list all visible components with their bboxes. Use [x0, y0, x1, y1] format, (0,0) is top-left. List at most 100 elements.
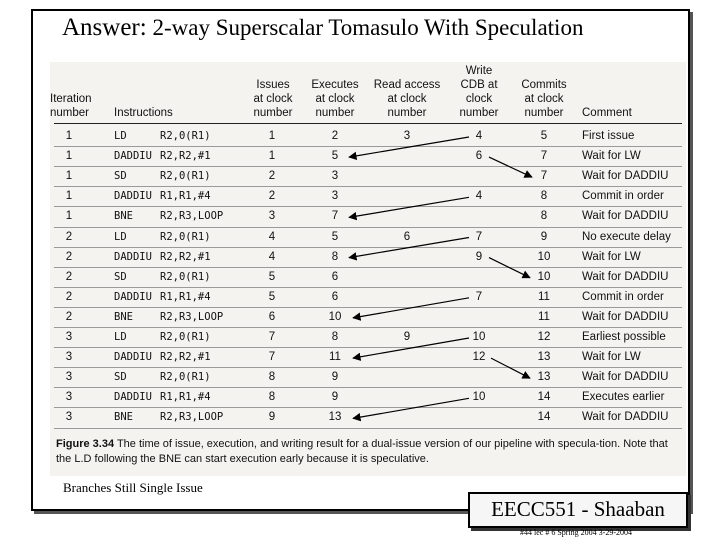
header-commits: Commits at clock number — [521, 79, 567, 119]
header-read-access: Read access at clock number — [373, 79, 441, 119]
cell-issue: 5 — [268, 270, 276, 283]
caption-text: The time of issue, execution, and writin… — [56, 438, 668, 465]
cell-commit: 11 — [538, 290, 550, 303]
header-instructions: Instructions — [114, 107, 173, 119]
cell-comment: Wait for DADDIU — [582, 270, 669, 283]
cell-args: R1,R1,#4 — [160, 391, 211, 404]
cell-iter: 2 — [65, 270, 73, 283]
cell-issue: 4 — [268, 250, 276, 263]
cell-comment: Commit in order — [582, 190, 664, 203]
cell-write: 12 — [472, 351, 486, 364]
cell-issue: 7 — [268, 351, 276, 364]
cell-exec: 3 — [331, 170, 339, 183]
row-rule — [54, 146, 682, 148]
cell-op: SD — [114, 170, 127, 183]
cell-args: R2,0(R1) — [160, 130, 211, 142]
cell-args: R2,0(R1) — [160, 270, 211, 283]
row-rule — [54, 246, 682, 248]
cell-commit: 13 — [537, 371, 551, 384]
row-rule — [54, 387, 682, 389]
cell-commit: 8 — [540, 190, 548, 203]
cell-issue: 6 — [268, 310, 276, 323]
cell-comment: Executes earlier — [582, 391, 665, 404]
cell-commit: 13 — [537, 351, 551, 364]
title-answer: Answer: — [62, 14, 147, 41]
cell-comment: Wait for DADDIU — [582, 310, 669, 323]
row-rule — [54, 367, 682, 369]
cell-iter: 3 — [65, 351, 73, 364]
cell-comment: Wait for LW — [582, 150, 641, 163]
cell-commit: 7 — [540, 170, 548, 183]
cell-op: BNE — [114, 210, 133, 223]
row-rule — [54, 327, 682, 328]
header-write-cdb: Write CDB at clock number — [459, 65, 499, 119]
cell-comment: Wait for DADDIU — [582, 170, 669, 183]
cell-read: 9 — [403, 331, 411, 343]
cell-write: 9 — [475, 250, 483, 263]
row-rule — [54, 186, 682, 188]
cell-exec: 5 — [331, 150, 339, 163]
cell-exec: 3 — [331, 190, 339, 203]
cell-exec: 5 — [331, 230, 339, 243]
cell-issue: 1 — [268, 130, 276, 142]
brand-label: EECC551 - Shaaban — [491, 497, 665, 521]
cell-op: LD — [114, 230, 127, 243]
cell-write: 7 — [475, 290, 483, 303]
figure-caption: Figure 3.34 The time of issue, execution… — [56, 437, 680, 467]
cell-commit: 10 — [537, 250, 551, 263]
row-rule — [54, 266, 682, 268]
cell-iter: 3 — [65, 411, 73, 424]
cell-issue: 8 — [268, 371, 276, 384]
cell-write: 10 — [472, 331, 486, 343]
cell-comment: First issue — [582, 130, 635, 142]
header-comment: Comment — [582, 107, 632, 119]
cell-exec: 6 — [331, 290, 339, 303]
cell-exec: 2 — [331, 130, 339, 142]
cell-iter: 2 — [65, 230, 73, 243]
header-executes: Executes at clock number — [311, 79, 359, 119]
cell-iter: 2 — [65, 290, 73, 303]
cell-op: DADDIU — [114, 150, 152, 163]
cell-comment: Wait for DADDIU — [582, 411, 669, 424]
cell-iter: 1 — [65, 150, 73, 163]
cell-iter: 3 — [65, 331, 73, 343]
cell-iter: 1 — [65, 170, 73, 183]
cell-write: 7 — [475, 230, 483, 243]
cell-iter: 2 — [65, 310, 73, 323]
cell-issue: 5 — [268, 290, 276, 303]
cell-commit: 5 — [540, 130, 548, 142]
cell-args: R2,R3,LOOP — [160, 310, 224, 323]
cell-args: R1,R1,#4 — [160, 290, 211, 303]
cell-op: BNE — [114, 411, 133, 424]
cell-commit: 7 — [540, 150, 548, 163]
cell-op: DADDIU — [114, 190, 152, 203]
cell-exec: 9 — [331, 391, 339, 404]
cell-op: SD — [114, 270, 127, 283]
cell-iter: 1 — [65, 130, 73, 142]
row-rule — [54, 347, 682, 349]
row-rule — [54, 206, 682, 208]
cell-op: LD — [114, 130, 127, 142]
cell-issue: 3 — [268, 210, 276, 223]
cell-issue: 7 — [268, 331, 276, 343]
cell-commit: 9 — [540, 230, 548, 243]
cell-comment: Wait for DADDIU — [582, 371, 669, 384]
cell-args: R2,R3,LOOP — [160, 210, 224, 223]
cell-args: R2,R2,#1 — [160, 150, 211, 163]
timing-table: Iteration number Instructions Issues at cl… — [50, 62, 686, 476]
cell-iter: 3 — [65, 371, 73, 384]
cell-exec: 6 — [331, 270, 339, 283]
cell-comment: Wait for DADDIU — [582, 210, 669, 223]
cell-exec: 8 — [331, 250, 339, 263]
cell-issue: 4 — [268, 230, 276, 243]
cell-args: R2,0(R1) — [160, 371, 211, 384]
header-rule — [54, 123, 682, 124]
title-text: 2-way Superscalar Tomasulo With Speculat… — [152, 15, 584, 40]
cell-args: R1,R1,#4 — [160, 190, 211, 203]
cell-iter: 1 — [65, 190, 73, 203]
brand-box: EECC551 - Shaaban — [468, 492, 688, 528]
row-rule — [54, 427, 682, 429]
cell-issue: 1 — [268, 150, 276, 163]
cell-commit: 11 — [538, 310, 550, 323]
cell-args: R2,0(R1) — [160, 170, 211, 183]
